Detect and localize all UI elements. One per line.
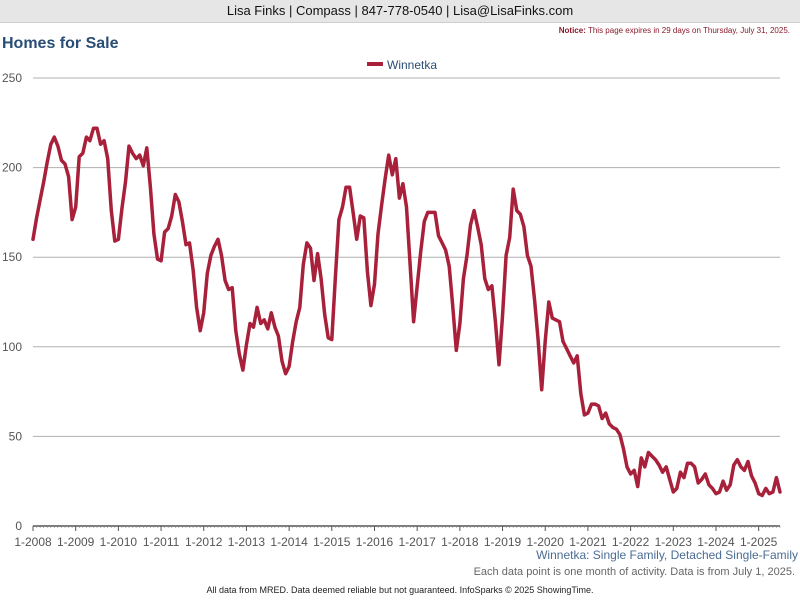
x-tick-label: 1-2025 [740,535,778,549]
expiry-notice: Notice: This page expires in 29 days on … [559,26,790,35]
y-tick-label: 150 [2,250,22,264]
x-tick-label: 1-2024 [697,535,735,549]
y-tick-label: 100 [2,340,22,354]
series-layer [31,126,782,498]
y-tick-label: 200 [2,161,22,175]
x-tick-label: 1-2011 [143,535,180,549]
x-tick-label: 1-2012 [185,535,223,549]
y-tick-label: 0 [15,519,22,533]
x-tick-label: 1-2022 [612,535,650,549]
grid-lines [33,77,780,437]
series-line-winnetka [31,126,782,498]
disclaimer: All data from MRED. Data deemed reliable… [206,585,594,595]
y-tick-label: 250 [2,71,22,85]
x-tick-label: 1-2015 [313,535,351,549]
contact-bar: Lisa Finks | Compass | 847-778-0540 | Li… [0,0,800,23]
notice-label: Notice: [558,26,586,35]
contact-text: Lisa Finks | Compass | 847-778-0540 | Li… [226,3,574,18]
x-tick-label: 1-2013 [228,535,266,549]
x-tick-label: 1-2020 [527,535,565,549]
x-tick-label: 1-2023 [655,535,693,549]
x-tick-label: 1-2009 [57,535,95,549]
notice-text: This page expires in 29 days on Thursday… [587,26,790,35]
axes: 0 50 100 150 200 250 1-2008 1-2009 1-2010 1-2011 1… [2,71,781,549]
x-tick-label: 1-2016 [356,535,394,549]
x-tick-label: 1-2008 [14,535,52,549]
y-tick-label: 50 [9,429,23,443]
x-tick-label: 1-2019 [484,535,522,549]
x-tick-label: 1-2014 [270,535,308,549]
legend-label: Winnetka [387,58,437,72]
legend: Winnetka [367,58,437,72]
chart-title: Homes for Sale [2,35,119,52]
chart-subtitle: Winnetka: Single Family, Detached Single… [536,548,798,562]
x-tick-label: 1-2018 [441,535,479,549]
x-tick-label: 1-2017 [398,535,436,549]
data-note: Each data point is one month of activity… [473,566,795,578]
x-tick-label: 1-2021 [569,535,607,549]
x-tick-label: 1-2010 [100,535,138,549]
